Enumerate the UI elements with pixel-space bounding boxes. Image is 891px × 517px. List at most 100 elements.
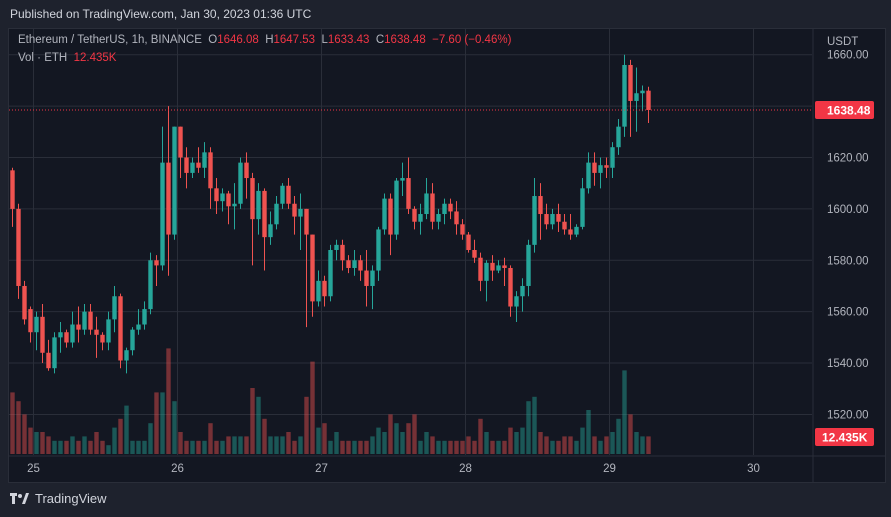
candle-body — [364, 270, 369, 286]
volume-bar — [118, 418, 123, 454]
candle-body — [184, 157, 189, 173]
volume-label[interactable]: Vol · ETH — [18, 52, 68, 64]
volume-bar — [232, 436, 237, 454]
footer — [0, 483, 891, 517]
candle-body — [268, 224, 273, 238]
candle-body — [304, 208, 309, 235]
candle-body — [340, 244, 345, 261]
volume-bar — [358, 440, 363, 454]
candle-body — [568, 229, 573, 235]
volume-bar — [622, 370, 627, 454]
volume-bar — [238, 436, 243, 454]
volume-bar — [268, 436, 273, 454]
volume-bar — [376, 427, 381, 454]
volume-bar — [550, 440, 555, 454]
volume-bar — [394, 423, 399, 454]
volume-bar — [454, 440, 459, 454]
volume-bar — [490, 440, 495, 454]
publish-bar: Published on TradingView.com, Jan 30, 20… — [0, 0, 891, 28]
price-tick-label: 1540.00 — [827, 358, 869, 370]
candle-body — [256, 190, 261, 220]
candle-body — [454, 211, 459, 225]
volume-bar — [316, 427, 321, 454]
volume-bar — [574, 440, 579, 454]
candle-body — [142, 309, 147, 325]
chart-panel[interactable] — [8, 28, 886, 483]
price-tick-label: 1580.00 — [827, 255, 869, 267]
last-volume-label: 12.435K — [822, 431, 868, 445]
change-value: −7.60 (−0.46%) — [432, 34, 512, 46]
published-info: Published on TradingView.com, Jan 30, 20… — [10, 7, 312, 21]
candle-body — [154, 260, 159, 266]
candle-body — [520, 285, 525, 297]
candle-body — [466, 234, 471, 250]
candle-body — [190, 162, 195, 173]
volume-bar — [532, 396, 537, 454]
volume-bar — [514, 432, 519, 454]
volume-bar — [292, 440, 297, 454]
time-tick-label: 26 — [171, 463, 184, 475]
volume-bar — [166, 348, 171, 454]
candle-body — [148, 260, 153, 310]
candle-body — [334, 244, 339, 250]
last-price-badge — [815, 100, 874, 119]
candle-body — [52, 337, 57, 369]
volume-bar — [88, 440, 93, 454]
volume-bar — [274, 436, 279, 454]
volume-bar — [280, 436, 285, 454]
candle-body — [100, 334, 105, 343]
volume-bar — [250, 388, 255, 454]
candle-body — [178, 126, 183, 158]
low-label: L — [321, 34, 328, 46]
close-label: C — [375, 34, 385, 46]
volume-bar — [580, 427, 585, 454]
candle-body — [238, 162, 243, 204]
volume-bar — [424, 432, 429, 454]
candle-body — [544, 214, 549, 225]
low-value: 1633.43 — [327, 34, 370, 46]
tradingview-brand: TradingView — [35, 491, 107, 506]
volume-bar — [586, 410, 591, 454]
volume-bar — [568, 436, 573, 454]
volume-bar — [442, 440, 447, 454]
high-value: 1647.53 — [273, 34, 316, 46]
price-tick-label: 1600.00 — [827, 204, 869, 216]
candle-body — [202, 152, 207, 168]
candle-body — [610, 147, 615, 168]
candle-body — [76, 324, 81, 330]
candle-body — [106, 319, 111, 343]
volume-bar — [160, 392, 165, 454]
candle-body — [586, 162, 591, 189]
candle-body — [598, 165, 603, 173]
candle-body — [514, 296, 519, 307]
tradingview-logo[interactable]: TradingView — [10, 491, 107, 506]
volume-legend: Vol · ETH 12.435K — [18, 52, 116, 64]
candle-body — [376, 229, 381, 271]
candle-body — [280, 185, 285, 204]
candle-body — [622, 64, 627, 127]
symbol-name[interactable]: Ethereum / TetherUS, 1h, BINANCE — [18, 34, 202, 46]
candle-body — [418, 214, 423, 222]
candle-body — [496, 265, 501, 271]
volume-bar — [130, 440, 135, 454]
candle-body — [490, 262, 495, 271]
volume-value: 12.435K — [73, 52, 117, 64]
volume-bar — [406, 423, 411, 454]
volume-bar — [364, 440, 369, 454]
volume-bar — [124, 405, 129, 454]
volume-bar — [484, 432, 489, 454]
candle-body — [310, 234, 315, 302]
volume-bar — [388, 414, 393, 454]
open-label: O — [208, 34, 218, 46]
volume-bar — [94, 432, 99, 454]
time-tick-label: 30 — [747, 463, 760, 475]
volume-bar — [22, 414, 27, 454]
candle-body — [460, 224, 465, 235]
candle-body — [526, 244, 531, 286]
candle-body — [244, 162, 249, 179]
candle-body — [538, 196, 543, 215]
candle-body — [550, 214, 555, 225]
volume-bar — [412, 414, 417, 454]
candle-body — [322, 280, 327, 297]
